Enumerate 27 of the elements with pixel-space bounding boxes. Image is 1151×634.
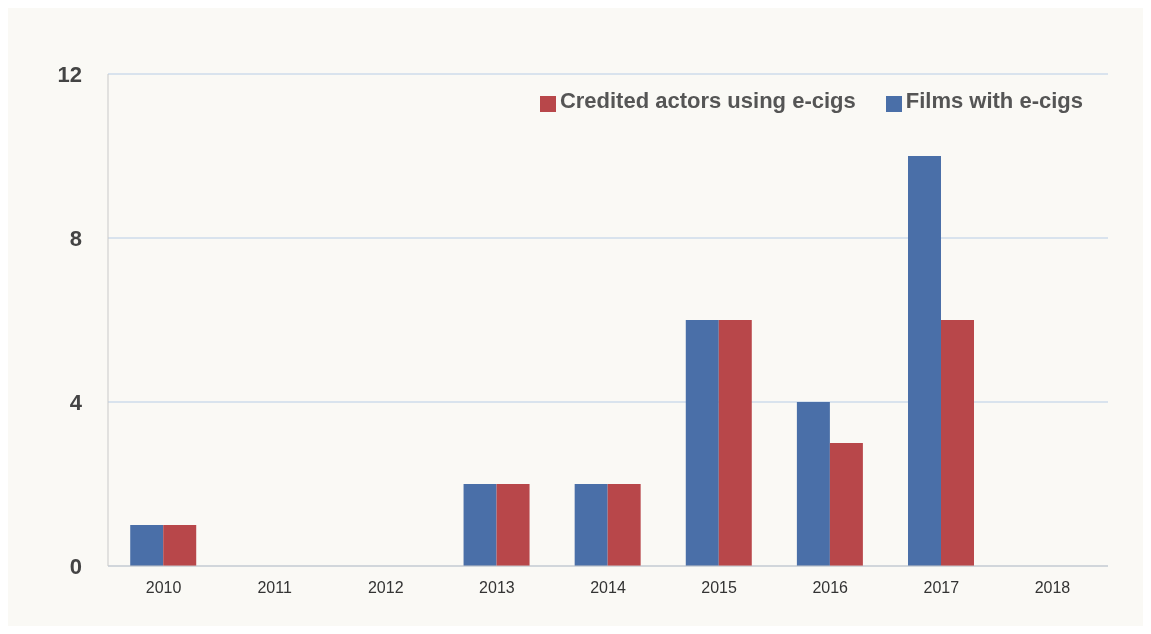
bar [941, 320, 974, 566]
bar [130, 525, 164, 566]
bar [796, 402, 830, 566]
legend-label: Films with e-cigs [905, 88, 1083, 113]
x-tick-label: 2017 [923, 579, 960, 597]
bar [496, 484, 530, 566]
x-tick-label: 2018 [1034, 579, 1071, 597]
bar [908, 156, 941, 566]
y-tick-label: 12 [57, 61, 82, 87]
x-tick-label: 2012 [367, 579, 404, 597]
bar [718, 320, 752, 566]
legend-label: Credited actors using e-cigs [559, 88, 856, 113]
x-tick-label: 2014 [590, 579, 626, 597]
bar [574, 484, 608, 566]
y-tick-label: 4 [69, 389, 83, 415]
x-tick-label: 2010 [145, 579, 182, 597]
bar [685, 320, 719, 566]
bar [829, 443, 863, 566]
x-tick-label: 2011 [257, 579, 292, 597]
y-tick-label: 8 [69, 225, 82, 251]
x-tick-label: 2016 [812, 579, 849, 597]
y-tick-label: 0 [69, 553, 82, 579]
x-tick-label: 2013 [479, 579, 515, 597]
bar [163, 525, 197, 566]
bar [463, 484, 497, 566]
x-tick-label: 2015 [701, 579, 738, 597]
bar [607, 484, 641, 566]
